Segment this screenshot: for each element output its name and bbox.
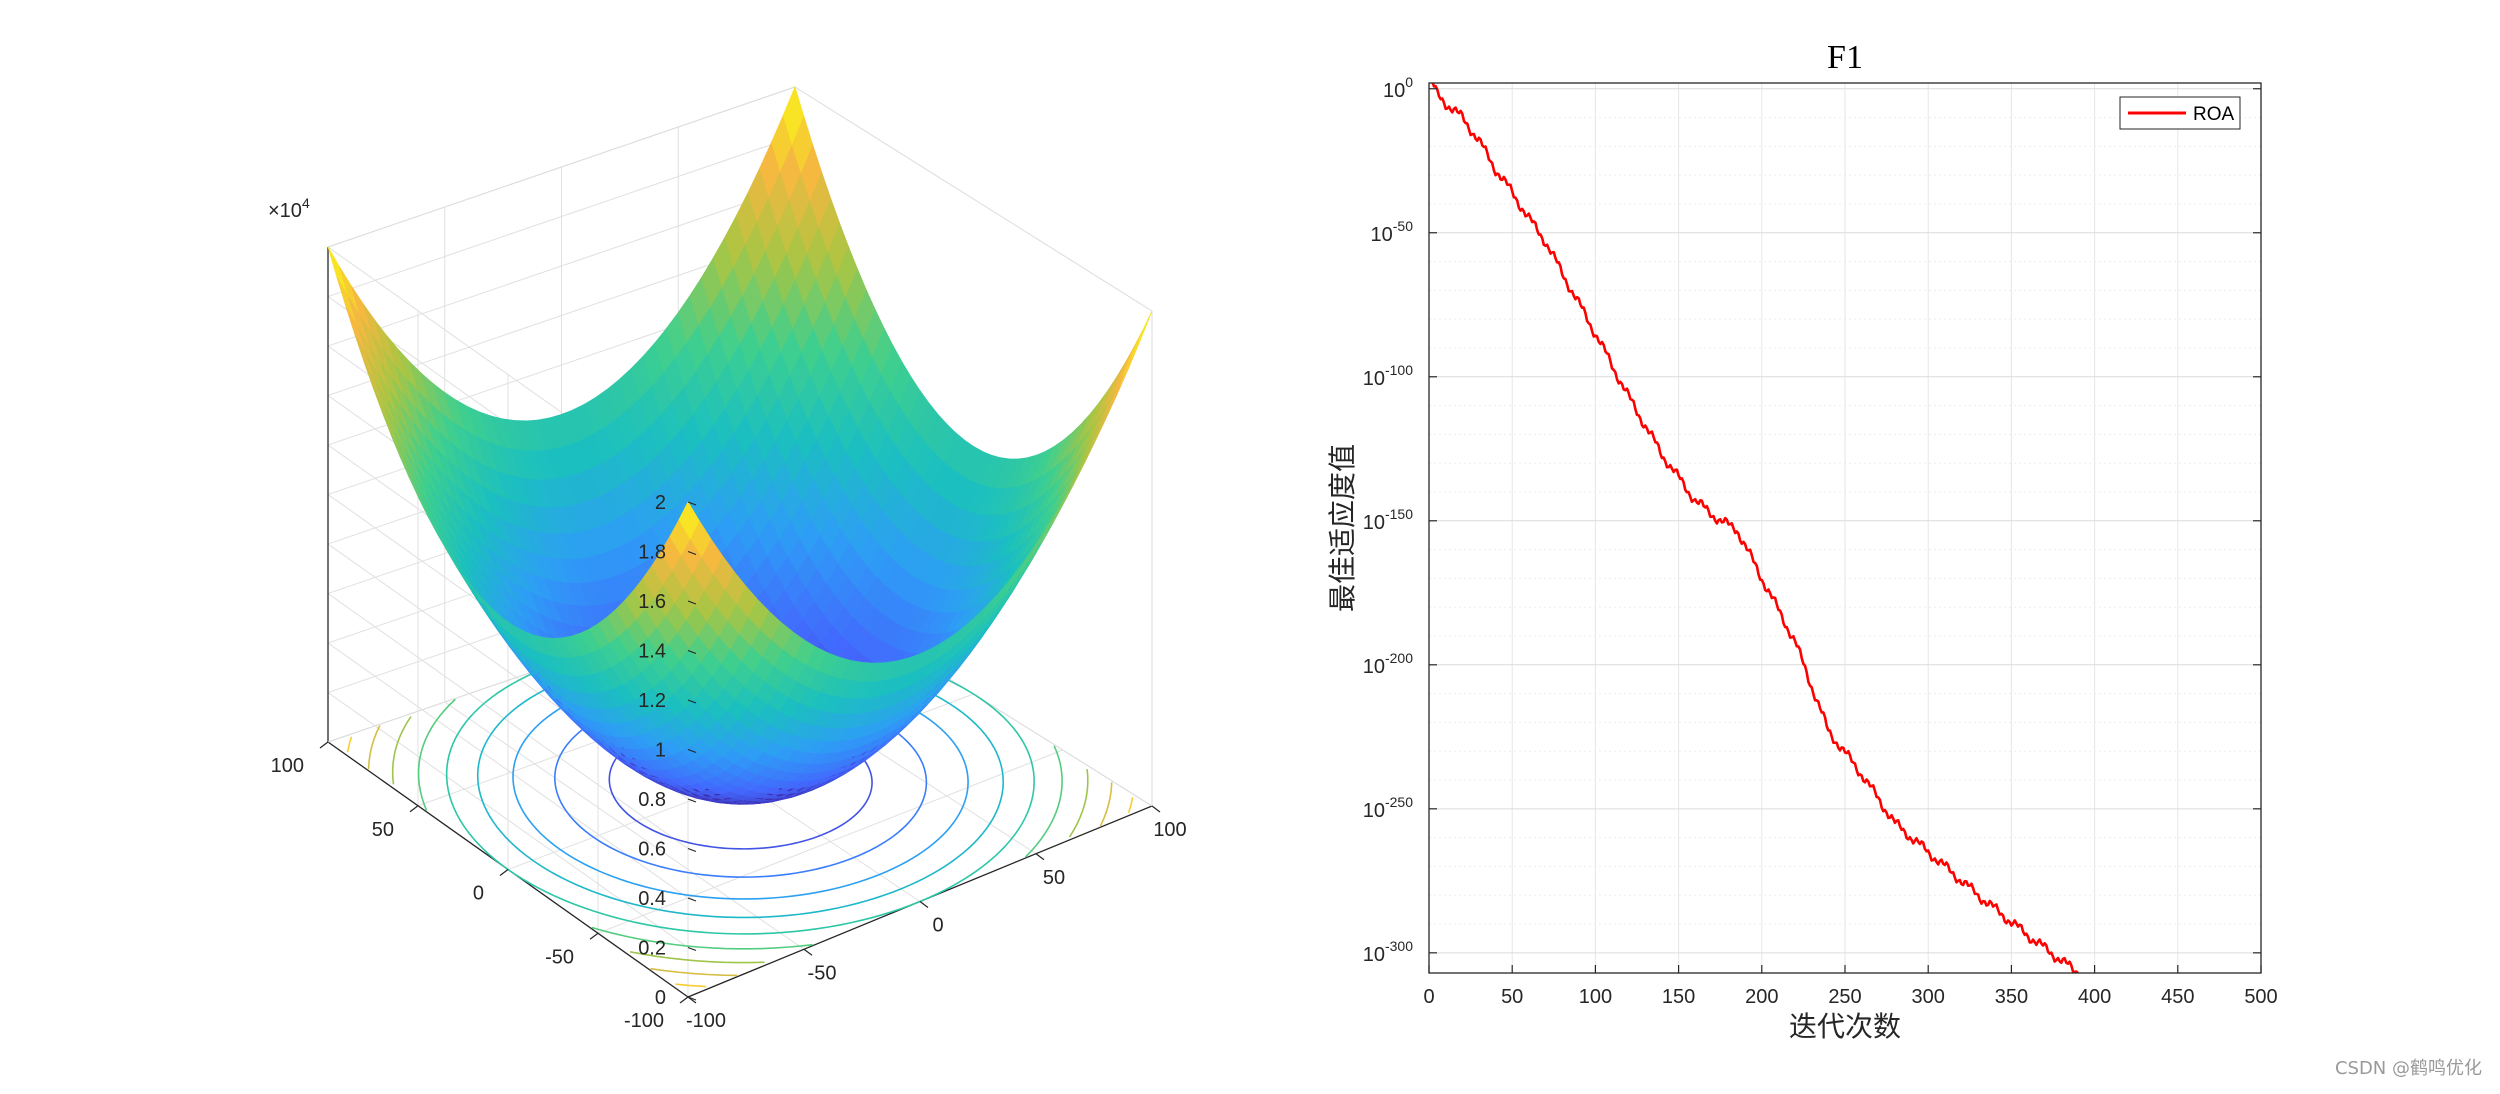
x-tick-mark [1035, 853, 1045, 861]
z-tick-label: 0.8 [638, 789, 666, 811]
x-tick-label: 100 [1153, 819, 1186, 841]
z-tick-mark [687, 748, 697, 754]
x-tick-label: 150 [1662, 986, 1695, 1008]
chart-title: F1 [1827, 39, 1863, 76]
x-tick-label: 500 [2244, 986, 2277, 1008]
z-exponent-label: ×104 [268, 195, 310, 222]
z-tick-label: 1 [655, 740, 666, 762]
x-tick-label: -50 [808, 962, 837, 984]
y-tick-mark [499, 869, 509, 876]
contour-line [1068, 769, 1089, 838]
z-tick-mark [687, 798, 697, 803]
y-tick-mark [319, 741, 329, 749]
z-tick-mark [687, 501, 697, 506]
x-tick-mark [803, 948, 813, 956]
contour-line [346, 736, 353, 753]
axis-edge [327, 86, 796, 248]
y-tick-label: 10-100 [1363, 362, 1413, 390]
z-tick-mark [687, 897, 697, 902]
legend: ROA [2119, 96, 2241, 130]
x-tick-label: 450 [2161, 986, 2194, 1008]
x-tick-mark [687, 996, 697, 1004]
x-tick-label: 250 [1828, 986, 1861, 1008]
y-axis-label: 最佳适应度值 [1326, 444, 1359, 612]
y-tick-mark [409, 805, 419, 813]
x-tick-label: 0 [932, 915, 943, 937]
contour-line [391, 716, 412, 785]
z-tick-labels: 0 0.2 0.4 0.6 0.8 1 1.2 1.4 1.6 1.8 2 [638, 492, 697, 1009]
x-tick-label: 200 [1745, 986, 1778, 1008]
contour-line [417, 698, 456, 811]
z-tick-label: 1.6 [638, 591, 666, 613]
contour-line [675, 983, 707, 988]
z-tick-mark [687, 649, 697, 655]
y-tick-labels: 100 10-50 10-100 10-150 10-200 10-250 10-300 [1363, 74, 2261, 966]
contour-line [1099, 782, 1113, 827]
y-tick-label: -100 [624, 1010, 664, 1032]
contour-line [1024, 745, 1063, 858]
surface-mesh [327, 85, 1153, 805]
x-tick-labels: -100 -50 0 50 100 [686, 805, 1187, 1032]
z-exponent-power: 4 [302, 195, 310, 211]
x-tick-label: 0 [1423, 986, 1434, 1008]
series-line-roa [1431, 83, 2079, 973]
z-tick-mark [687, 946, 697, 952]
z-tick-label: 0.4 [638, 888, 666, 910]
y-tick-label: 10-200 [1363, 650, 1413, 678]
surface-plot: 0 0.2 0.4 0.6 0.8 1 1.2 1.4 1.6 1.8 2 -100 -50 0 50 10… [268, 85, 1187, 1032]
contour-line [650, 967, 738, 977]
series-area [1431, 83, 2079, 973]
x-tick-labels: 0 50 100 150 200 250 300 350 400 450 500 [1423, 965, 2278, 1008]
plot-grid [1428, 83, 2262, 973]
y-tick-label: 100 [1383, 74, 1413, 102]
axis-edge [794, 86, 1153, 312]
y-tick-mark [589, 932, 599, 940]
z-tick-mark [687, 600, 697, 605]
y-tick-mark [679, 996, 689, 1004]
contour-line [1127, 797, 1134, 814]
surface-patch [1131, 310, 1153, 359]
z-tick-label: 0.6 [638, 839, 666, 861]
convergence-plot: 0 50 100 150 200 250 300 350 400 450 500 10010-501… [1326, 39, 2278, 1043]
x-tick-label: 400 [2078, 986, 2111, 1008]
x-tick-label: 50 [1501, 986, 1523, 1008]
legend-label-roa: ROA [2193, 104, 2235, 125]
z-tick-label: 1.4 [638, 641, 666, 663]
watermark: CSDN @鹤鸣优化 [2334, 1058, 2482, 1079]
y-tick-label: 100 [271, 755, 304, 777]
y-tick-label: 10-300 [1363, 938, 1413, 966]
y-tick-label: 0 [473, 883, 484, 905]
contour-line [629, 951, 765, 964]
x-tick-mark [1151, 805, 1161, 813]
z-tick-label: 0 [655, 987, 666, 1009]
y-tick-label: 10-50 [1371, 218, 1414, 246]
y-tick-labels: -100 -50 0 50 100 [271, 741, 689, 1032]
x-tick-label: 50 [1043, 867, 1065, 889]
z-tick-label: 1.8 [638, 542, 666, 564]
z-tick-mark [687, 847, 697, 853]
x-axis-label: 迭代次数 [1789, 1010, 1901, 1043]
x-tick-label: -100 [686, 1010, 726, 1032]
x-tick-label: 100 [1579, 986, 1612, 1008]
x-tick-label: 300 [1912, 986, 1945, 1008]
y-tick-label: 10-250 [1363, 794, 1413, 822]
surface-patch [1104, 362, 1126, 407]
x-tick-label: 350 [1995, 986, 2028, 1008]
y-tick-label: 10-150 [1363, 506, 1413, 534]
contour-line [367, 725, 381, 770]
z-tick-label: 1.2 [638, 690, 666, 712]
x-tick-mark [919, 901, 929, 908]
y-tick-label: 50 [372, 819, 394, 841]
y-tick-label: -50 [545, 946, 574, 968]
z-tick-mark [687, 550, 697, 556]
z-tick-label: 2 [655, 492, 666, 514]
contour-line [591, 926, 813, 950]
z-tick-label: 0.2 [638, 938, 666, 960]
z-tick-mark [687, 699, 697, 704]
